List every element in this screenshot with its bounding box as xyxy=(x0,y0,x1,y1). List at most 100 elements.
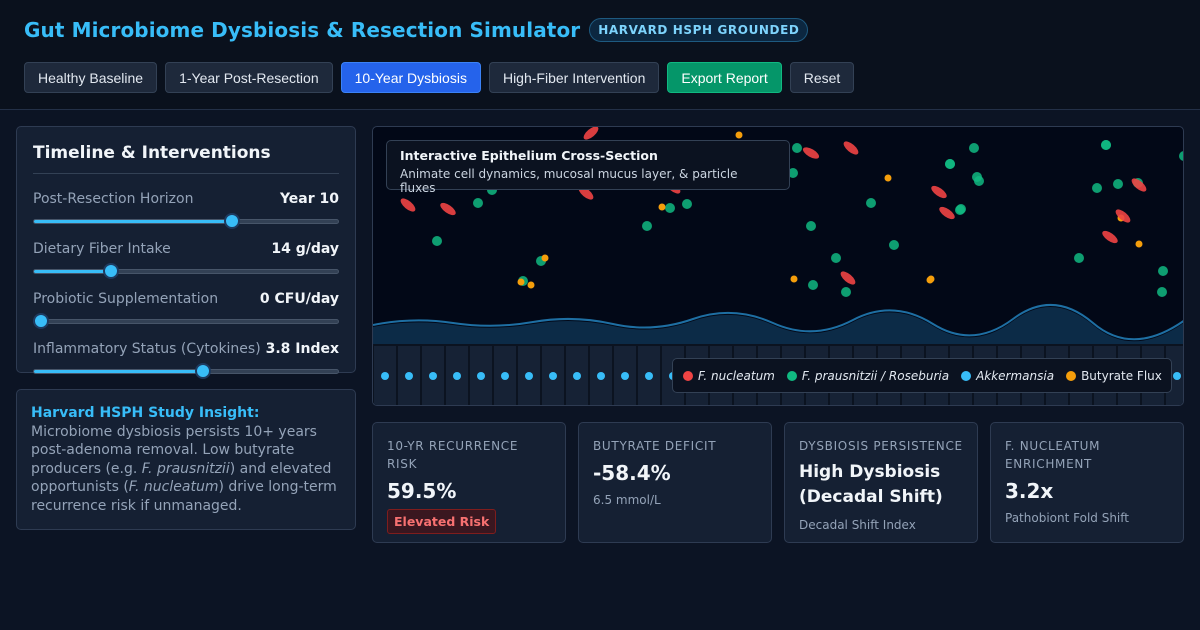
akkermansia-particle xyxy=(549,372,557,380)
insight-text-1: Microbiome dysbiosis persists 10+ years … xyxy=(31,423,317,477)
butyrate-deficit-card: BUTYRATE DEFICIT -58.4% 6.5 mmol/L xyxy=(578,422,772,543)
prausnitzii-particle xyxy=(831,253,841,263)
prausnitzii-particle xyxy=(665,203,675,213)
legend-dot-green xyxy=(786,370,797,381)
akkermansia-particle xyxy=(645,372,653,380)
prausnitzii-particle xyxy=(1092,183,1102,193)
inflammation-slider[interactable] xyxy=(33,362,339,380)
nucleatum-particle xyxy=(1115,209,1131,223)
prausnitzii-particle xyxy=(792,143,802,153)
risk-badge: Elevated Risk xyxy=(387,509,497,534)
fiber-slider-thumb[interactable] xyxy=(102,263,119,279)
legend-nucleatum: F. nucleatum xyxy=(683,369,775,383)
app-header: Gut Microbiome Dysbiosis & Resection Sim… xyxy=(0,0,1200,110)
nucleatum-particle xyxy=(1131,178,1147,192)
prausnitzii-particle xyxy=(1101,140,1111,150)
grounded-badge: HARVARD HSPH GROUNDED xyxy=(589,18,809,42)
legend-dot-amber xyxy=(1066,370,1077,381)
epithelium-visualization[interactable]: Interactive Epithelium Cross-Section Ani… xyxy=(372,126,1184,406)
mucus-surface xyxy=(373,304,1183,341)
nucleatum-particle xyxy=(840,271,856,285)
prausnitzii-particle xyxy=(1179,151,1183,161)
insight-species-1: F. prausnitzii xyxy=(141,460,230,477)
butyrate-value: -58.4% xyxy=(593,461,671,485)
controls-title: Timeline & Interventions xyxy=(33,143,339,174)
prausnitzii-particle xyxy=(969,143,979,153)
inflammation-control: Inflammatory Status (Cytokines) 3.8 Inde… xyxy=(33,340,339,380)
prausnitzii-particle xyxy=(1157,287,1167,297)
fiber-slider[interactable] xyxy=(33,262,339,280)
inflammation-label: Inflammatory Status (Cytokines) xyxy=(33,341,261,357)
butyrate-particle xyxy=(658,203,666,211)
nucleatum-particle xyxy=(440,202,456,216)
export-report-button[interactable]: Export Report xyxy=(667,62,782,93)
recurrence-value: 59.5% xyxy=(387,479,457,503)
recurrence-risk-card: 10-YR RECURRENCE RISK 59.5% Elevated Ris… xyxy=(372,422,566,543)
prausnitzii-particle xyxy=(473,198,483,208)
nucleatum-particle xyxy=(802,147,820,159)
akkermansia-particle xyxy=(597,372,605,380)
akkermansia-particle xyxy=(573,372,581,380)
nucleatum-label: F. NUCLEATUM ENRICHMENT xyxy=(1005,439,1101,471)
nucleatum-enrichment-card: F. NUCLEATUM ENRICHMENT 3.2x Pathobiont … xyxy=(990,422,1184,543)
probiotic-label: Probiotic Supplementation xyxy=(33,291,219,307)
persistence-value: High Dysbiosis (Decadal Shift) xyxy=(799,462,943,507)
butyrate-particle xyxy=(517,278,525,286)
butyrate-particle xyxy=(790,275,798,283)
probiotic-slider[interactable] xyxy=(33,312,339,330)
fiber-value: 14 g/day xyxy=(271,241,339,257)
insight-lead: Harvard HSPH Study Insight: xyxy=(31,405,260,421)
prausnitzii-particle xyxy=(432,236,442,246)
butyrate-particle xyxy=(884,174,892,182)
nucleatum-particle xyxy=(400,198,416,212)
viz-tooltip-title: Interactive Epithelium Cross-Section xyxy=(400,148,658,163)
inflammation-slider-thumb[interactable] xyxy=(195,363,212,379)
horizon-slider[interactable] xyxy=(33,212,339,230)
butyrate-sub: 6.5 mmol/L xyxy=(593,493,661,507)
probiotic-slider-thumb[interactable] xyxy=(33,313,49,329)
horizon-label: Post-Resection Horizon xyxy=(33,191,194,207)
prausnitzii-particle xyxy=(808,280,818,290)
healthy-baseline-button[interactable]: Healthy Baseline xyxy=(24,62,158,93)
study-insight: Harvard HSPH Study Insight: Microbiome d… xyxy=(16,389,356,530)
prausnitzii-particle xyxy=(866,198,876,208)
akkermansia-particle xyxy=(381,372,389,380)
akkermansia-particle xyxy=(477,372,485,380)
viz-tooltip: Interactive Epithelium Cross-Section Ani… xyxy=(386,140,790,195)
nucleatum-sub: Pathobiont Fold Shift xyxy=(1005,511,1129,525)
ten-year-dysbiosis-button[interactable]: 10-Year Dysbiosis xyxy=(340,62,481,93)
prausnitzii-particle xyxy=(955,205,965,215)
fiber-control: Dietary Fiber Intake 14 g/day xyxy=(33,240,339,280)
high-fiber-button[interactable]: High-Fiber Intervention xyxy=(488,62,660,93)
prausnitzii-particle xyxy=(1158,266,1168,276)
viz-tooltip-subtitle: Animate cell dynamics, mucosal mucus lay… xyxy=(400,167,738,195)
akkermansia-particle xyxy=(525,372,533,380)
horizon-slider-thumb[interactable] xyxy=(224,213,241,229)
prausnitzii-particle xyxy=(788,168,798,178)
legend-dot-blue xyxy=(961,370,972,381)
prausnitzii-particle xyxy=(682,199,692,209)
prausnitzii-particle xyxy=(841,287,851,297)
prausnitzii-particle xyxy=(806,221,816,231)
nucleatum-particle xyxy=(1102,230,1118,244)
reset-button[interactable]: Reset xyxy=(789,62,855,93)
butyrate-particle xyxy=(735,131,743,139)
nucleatum-particle xyxy=(843,141,859,155)
nucleatum-value: 3.2x xyxy=(1005,479,1054,503)
akkermansia-particle xyxy=(429,372,437,380)
scenario-toolbar: Healthy Baseline 1-Year Post-Resection 1… xyxy=(24,62,855,93)
fiber-label: Dietary Fiber Intake xyxy=(33,241,171,257)
viz-legend: F. nucleatum F. prausnitzii / Roseburia … xyxy=(672,358,1172,393)
recurrence-label: 10-YR RECURRENCE RISK xyxy=(387,439,519,471)
insight-text-3: ) drive long-term recurrence risk if unm… xyxy=(31,479,337,514)
prausnitzii-particle xyxy=(642,221,652,231)
epithelium-canvas[interactable] xyxy=(373,127,1184,406)
persistence-label: DYSBIOSIS PERSISTENCE xyxy=(799,439,963,453)
prausnitzii-particle xyxy=(1074,253,1084,263)
dysbiosis-persistence-card: DYSBIOSIS PERSISTENCE High Dysbiosis (De… xyxy=(784,422,978,543)
nucleatum-particle xyxy=(939,206,955,220)
post-resection-button[interactable]: 1-Year Post-Resection xyxy=(165,62,333,93)
nucleatum-particle xyxy=(931,185,947,199)
prausnitzii-particle xyxy=(945,159,955,169)
nucleatum-particle xyxy=(583,127,599,140)
